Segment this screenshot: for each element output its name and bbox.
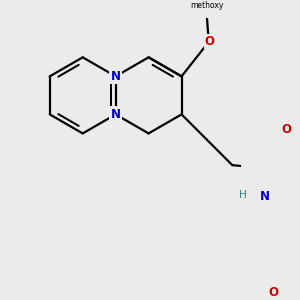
Text: H: H [239, 190, 247, 200]
Text: O: O [268, 286, 278, 299]
Text: methoxy: methoxy [190, 1, 224, 10]
Text: N: N [111, 108, 121, 121]
Text: O: O [281, 123, 291, 136]
Text: O: O [205, 35, 214, 48]
Text: N: N [260, 190, 269, 203]
Text: N: N [111, 70, 121, 83]
